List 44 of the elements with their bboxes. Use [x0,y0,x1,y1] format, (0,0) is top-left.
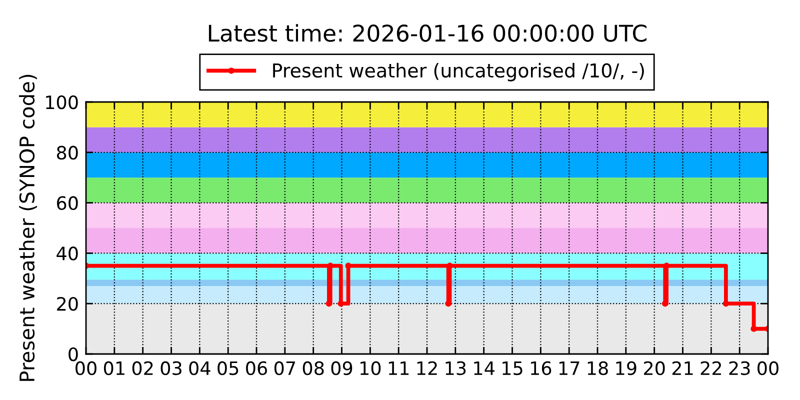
point [445,300,452,307]
x-tick-label: 06 [246,361,268,376]
x-tick-label: 15 [502,362,522,376]
x-tick-label: 00 [758,361,778,376]
y-tick-label: 80 [56,146,78,160]
point [750,326,757,332]
x-tick-label: 04 [189,361,210,376]
x-tick-label: 08 [302,361,324,376]
x-tick-label: 13 [446,361,466,376]
point [338,300,344,307]
y-tick-label: 40 [56,246,78,260]
point [663,262,670,269]
x-tick-label: 20 [644,361,665,376]
point [327,262,334,269]
x-tick-label: 21 [672,361,693,375]
point [345,262,352,269]
point [326,300,332,307]
x-tick-label: 09 [331,361,352,376]
x-tick-label: 00 [76,361,96,376]
x-tick-label: 11 [388,362,409,375]
y-axis-title: Present weather (SYNOP code) [19,74,37,381]
legend-label: Present weather (uncategorised /10/, -) [273,62,644,82]
x-tick-label: 14 [474,362,494,375]
x-tick-label: 18 [588,361,608,376]
x-tick-label: 16 [531,361,552,376]
x-tick-label: 17 [559,362,580,375]
x-tick-label: 12 [417,361,437,375]
x-tick-label: 07 [274,361,296,376]
x-tick-label: 23 [729,361,750,376]
x-tick-label: 01 [104,361,124,376]
y-tick-label: 0 [68,347,78,362]
chart-title: Latest time: 2026-01-16 00:00:00 UTC [208,24,646,42]
x-tick-label: 02 [132,361,153,376]
y-tick-label: 60 [57,196,78,210]
x-tick-label: 22 [700,361,721,375]
x-tick-label: 19 [616,361,636,376]
x-tick-label: 05 [218,361,238,376]
y-tick-label: 20 [57,296,78,311]
y-tick-label: 100 [46,95,78,110]
x-tick-label: 10 [360,361,381,376]
x-tick-label: 03 [160,361,182,376]
point [662,300,668,307]
point [722,300,730,307]
point [446,262,453,269]
